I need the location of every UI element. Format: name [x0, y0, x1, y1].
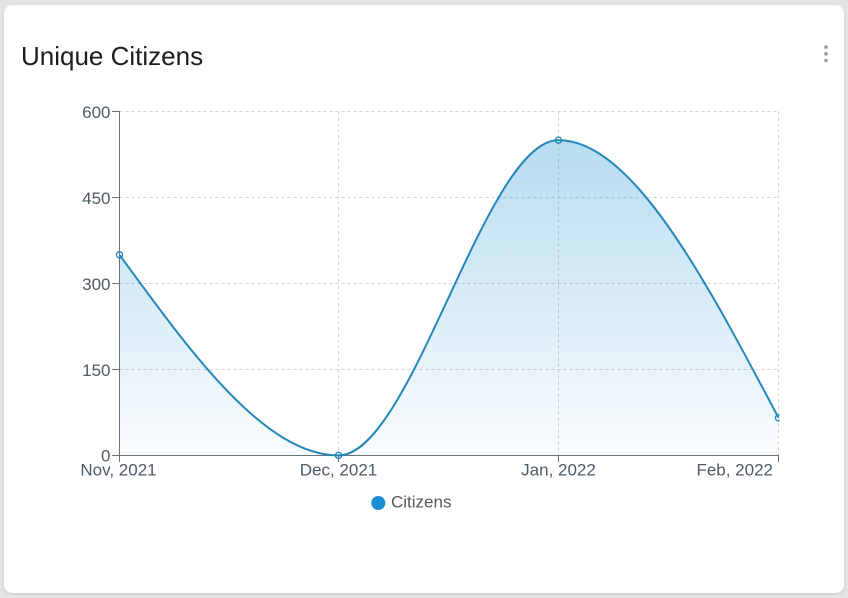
svg-text:Jan, 2022: Jan, 2022: [521, 461, 596, 480]
svg-text:Feb, 2022: Feb, 2022: [696, 461, 773, 480]
svg-text:150: 150: [82, 361, 110, 380]
svg-text:Citizens: Citizens: [391, 493, 451, 512]
svg-text:0: 0: [101, 447, 110, 466]
svg-text:Dec, 2021: Dec, 2021: [300, 461, 378, 480]
svg-text:450: 450: [82, 189, 110, 208]
svg-text:300: 300: [82, 275, 110, 294]
svg-text:600: 600: [82, 103, 110, 122]
svg-text:Nov, 2021: Nov, 2021: [80, 461, 156, 480]
svg-text:Unique Citizens: Unique Citizens: [21, 41, 203, 71]
